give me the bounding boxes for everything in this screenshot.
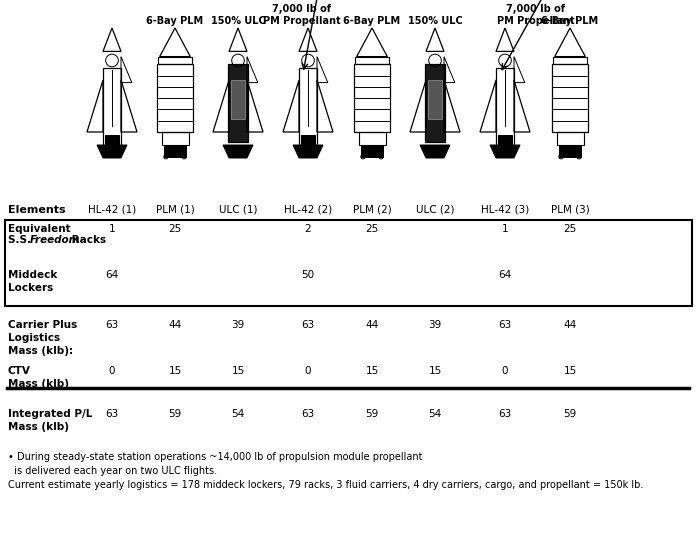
Text: 44: 44 [365, 320, 379, 330]
Text: Equivalent: Equivalent [8, 224, 71, 234]
Text: 15: 15 [428, 366, 442, 376]
Text: 63: 63 [106, 320, 118, 330]
Text: 59: 59 [365, 409, 379, 419]
Text: Elements: Elements [8, 205, 66, 215]
Text: S.S.: S.S. [8, 235, 34, 245]
Text: Carrier Plus
Logistics
Mass (klb):: Carrier Plus Logistics Mass (klb): [8, 320, 77, 357]
Text: 0: 0 [502, 366, 508, 376]
Polygon shape [293, 145, 323, 158]
Text: 64: 64 [106, 270, 118, 280]
Bar [162, 132, 188, 145]
Bar [103, 68, 121, 145]
Text: 150% ULC: 150% ULC [211, 16, 265, 26]
Text: HL-42 (1): HL-42 (1) [88, 205, 136, 215]
Text: 39: 39 [428, 320, 442, 330]
Text: 64: 64 [498, 270, 512, 280]
Bar [425, 65, 445, 142]
Text: Integrated P/L
Mass (klb): Integrated P/L Mass (klb) [8, 409, 92, 432]
Bar [164, 145, 186, 157]
Text: ULC (1): ULC (1) [218, 205, 258, 215]
Text: 59: 59 [169, 409, 181, 419]
Text: 44: 44 [564, 320, 577, 330]
Text: 54: 54 [232, 409, 244, 419]
Text: PLM (3): PLM (3) [551, 205, 589, 215]
Text: PLM (1): PLM (1) [155, 205, 195, 215]
Bar [361, 145, 383, 157]
Bar [358, 132, 386, 145]
Text: 0: 0 [304, 366, 312, 376]
Bar [5, 220, 692, 306]
Text: 7,000 lb of
PM Propellant: 7,000 lb of PM Propellant [497, 4, 575, 26]
Text: PLM (2): PLM (2) [353, 205, 391, 215]
Bar [231, 80, 245, 119]
Bar [299, 68, 317, 145]
Text: 15: 15 [564, 366, 577, 376]
Bar [559, 145, 581, 157]
Text: 15: 15 [232, 366, 244, 376]
Text: HL-42 (3): HL-42 (3) [481, 205, 529, 215]
Bar [158, 57, 192, 65]
Text: HL-42 (2): HL-42 (2) [284, 205, 332, 215]
Text: 15: 15 [169, 366, 181, 376]
Text: 50: 50 [302, 270, 314, 280]
Text: 150% ULC: 150% ULC [407, 16, 463, 26]
Bar [498, 135, 512, 145]
Text: 25: 25 [564, 224, 577, 234]
Bar [554, 57, 587, 65]
Text: 54: 54 [428, 409, 442, 419]
Bar [228, 65, 248, 142]
Bar [496, 68, 514, 145]
Bar [354, 65, 390, 132]
Text: 7,000 lb of
PM Propellant: 7,000 lb of PM Propellant [263, 4, 341, 26]
Text: 0: 0 [108, 366, 116, 376]
Text: 6-Bay PLM: 6-Bay PLM [541, 16, 598, 26]
Bar [105, 135, 119, 145]
Text: Freedom: Freedom [30, 235, 80, 245]
Text: • During steady-state station operations ~14,000 lb of propulsion module propell: • During steady-state station operations… [8, 452, 423, 476]
Text: 39: 39 [232, 320, 244, 330]
Text: 1: 1 [108, 224, 116, 234]
Text: 63: 63 [106, 409, 118, 419]
Text: Current estimate yearly logistics = 178 middeck lockers, 79 racks, 3 fluid carri: Current estimate yearly logistics = 178 … [8, 480, 643, 490]
Text: 44: 44 [169, 320, 181, 330]
Text: 6-Bay PLM: 6-Bay PLM [146, 16, 204, 26]
Text: 63: 63 [498, 320, 512, 330]
Bar [556, 132, 584, 145]
Bar [157, 65, 193, 132]
Text: 15: 15 [365, 366, 379, 376]
Bar [428, 80, 442, 119]
Polygon shape [97, 145, 127, 158]
Bar [301, 135, 315, 145]
Bar [356, 57, 389, 65]
Bar [552, 65, 588, 132]
Text: Middeck
Lockers: Middeck Lockers [8, 270, 57, 293]
Polygon shape [420, 145, 450, 158]
Text: Racks: Racks [68, 235, 106, 245]
Text: ULC (2): ULC (2) [416, 205, 454, 215]
Text: 63: 63 [302, 409, 314, 419]
Polygon shape [223, 145, 253, 158]
Text: 63: 63 [302, 320, 314, 330]
Text: CTV
Mass (klb): CTV Mass (klb) [8, 366, 69, 389]
Text: 6-Bay PLM: 6-Bay PLM [344, 16, 400, 26]
Text: 25: 25 [169, 224, 181, 234]
Text: 2: 2 [304, 224, 312, 234]
Text: 59: 59 [564, 409, 577, 419]
Polygon shape [490, 145, 520, 158]
Text: 63: 63 [498, 409, 512, 419]
Text: 1: 1 [502, 224, 508, 234]
Text: 25: 25 [365, 224, 379, 234]
